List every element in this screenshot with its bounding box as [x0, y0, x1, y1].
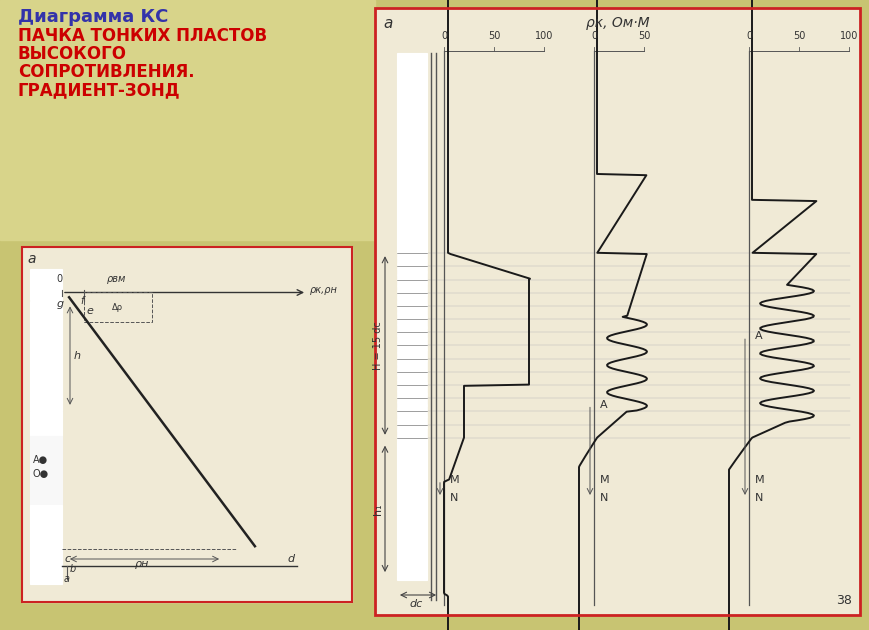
Text: 100: 100 — [839, 31, 857, 41]
Bar — [30, 505, 62, 584]
Text: dс: dс — [409, 599, 422, 609]
Text: b: b — [70, 564, 76, 574]
Text: 38: 38 — [835, 594, 851, 607]
Text: ρк, Ом·М: ρк, Ом·М — [585, 16, 648, 30]
Text: 100: 100 — [534, 31, 553, 41]
Text: N: N — [754, 493, 762, 503]
Text: ГРАДИЕНТ-ЗОНД: ГРАДИЕНТ-ЗОНД — [18, 81, 181, 99]
Text: H = 15 dс: H = 15 dс — [373, 321, 382, 370]
Bar — [375, 8, 859, 615]
Text: 50: 50 — [637, 31, 649, 41]
Text: 50: 50 — [792, 31, 805, 41]
Text: N: N — [600, 493, 607, 503]
Text: M: M — [600, 475, 609, 485]
Text: g: g — [56, 299, 63, 309]
Text: a: a — [64, 574, 70, 584]
Text: d: d — [288, 554, 295, 564]
Text: M: M — [754, 475, 764, 485]
Bar — [30, 411, 62, 436]
Text: 0: 0 — [441, 31, 447, 41]
Text: ρн: ρн — [135, 559, 149, 569]
Text: 50: 50 — [488, 31, 500, 41]
Text: c: c — [64, 554, 70, 564]
Text: ПАЧКА ТОНКИХ ПЛАСТОВ: ПАЧКА ТОНКИХ ПЛАСТОВ — [18, 27, 267, 45]
Bar — [22, 247, 352, 602]
Text: f: f — [80, 297, 83, 307]
Bar — [30, 301, 62, 411]
Text: A: A — [754, 331, 762, 341]
Text: N: N — [449, 493, 458, 503]
Bar — [396, 438, 427, 580]
Bar — [396, 253, 427, 438]
Bar — [0, 0, 375, 240]
Bar — [375, 8, 859, 615]
Text: ρк,ρн: ρк,ρн — [309, 285, 337, 295]
Bar — [30, 436, 62, 505]
Text: ρвм: ρвм — [107, 275, 126, 285]
Bar — [22, 247, 352, 602]
Text: a: a — [27, 252, 36, 266]
Bar — [396, 53, 427, 253]
Bar — [30, 269, 62, 301]
Text: a: a — [382, 16, 392, 31]
Text: h₁: h₁ — [373, 503, 382, 515]
Text: O●: O● — [33, 469, 49, 479]
Text: 0: 0 — [745, 31, 751, 41]
Text: A●: A● — [33, 455, 48, 464]
Text: ВЫСОКОГО: ВЫСОКОГО — [18, 45, 127, 63]
Text: M: M — [449, 475, 459, 485]
Text: СОПРОТИВЛЕНИЯ.: СОПРОТИВЛЕНИЯ. — [18, 63, 195, 81]
Text: Диаграмма КС: Диаграмма КС — [18, 8, 169, 26]
Text: A: A — [600, 399, 607, 410]
Text: e: e — [86, 307, 93, 316]
Bar — [84, 292, 152, 323]
Text: 0: 0 — [590, 31, 596, 41]
Text: Δρ: Δρ — [112, 303, 123, 312]
Text: h: h — [74, 351, 81, 360]
Text: 0: 0 — [56, 275, 62, 285]
